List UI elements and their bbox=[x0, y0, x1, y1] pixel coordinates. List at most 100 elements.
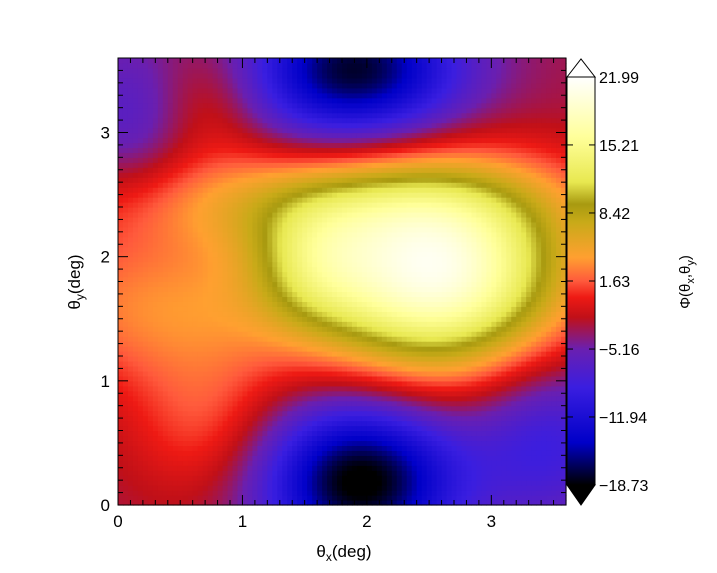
heatmap-cell bbox=[541, 475, 547, 481]
heatmap-cell bbox=[546, 385, 552, 392]
heatmap-cell bbox=[536, 261, 542, 268]
heatmap-cell bbox=[202, 390, 209, 397]
heatmap-cell bbox=[551, 480, 557, 486]
heatmap-cell bbox=[371, 311, 378, 317]
heatmap-cell bbox=[137, 450, 144, 456]
heatmap-cell bbox=[207, 380, 214, 387]
heatmap-cell bbox=[237, 390, 244, 397]
heatmap-cell bbox=[351, 385, 358, 392]
heatmap-cell bbox=[197, 301, 204, 307]
heatmap-cell bbox=[526, 475, 532, 481]
heatmap-cell bbox=[142, 430, 149, 437]
heatmap-cell bbox=[481, 231, 487, 238]
heatmap-cell bbox=[312, 226, 318, 233]
heatmap-cell bbox=[127, 470, 134, 476]
heatmap-cell bbox=[521, 236, 527, 243]
heatmap-cell bbox=[237, 256, 244, 263]
heatmap-cell bbox=[157, 405, 164, 412]
heatmap-cell bbox=[332, 306, 338, 312]
heatmap-cell bbox=[366, 410, 373, 417]
heatmap-cell bbox=[396, 375, 403, 382]
heatmap-cell bbox=[466, 450, 473, 456]
heatmap-cell bbox=[292, 266, 298, 273]
heatmap-cell bbox=[157, 331, 164, 337]
heatmap-cell bbox=[521, 470, 527, 476]
heatmap-cell bbox=[118, 331, 124, 337]
heatmap-cell bbox=[421, 490, 428, 496]
heatmap-cell bbox=[232, 256, 239, 263]
heatmap-cell bbox=[122, 356, 129, 362]
heatmap-cell bbox=[561, 400, 567, 407]
heatmap-cell bbox=[486, 360, 492, 367]
heatmap-cell bbox=[391, 306, 398, 312]
heatmap-cell bbox=[297, 395, 303, 402]
heatmap-cell bbox=[182, 495, 189, 501]
heatmap-cell bbox=[551, 430, 557, 437]
heatmap-cell bbox=[177, 341, 184, 347]
heatmap-cell bbox=[292, 251, 298, 258]
heatmap-cell bbox=[436, 261, 443, 268]
heatmap-cell bbox=[526, 455, 532, 461]
heatmap-cell bbox=[167, 351, 174, 357]
heatmap-cell bbox=[277, 425, 283, 432]
heatmap-cell bbox=[257, 331, 263, 337]
heatmap-cell bbox=[292, 370, 298, 377]
heatmap-cell bbox=[376, 261, 383, 268]
heatmap-cell bbox=[242, 281, 249, 288]
heatmap-cell bbox=[122, 306, 129, 312]
heatmap-cell bbox=[471, 490, 477, 496]
heatmap-cell bbox=[441, 271, 448, 278]
heatmap-cell bbox=[327, 256, 333, 263]
heatmap-cell bbox=[541, 400, 547, 407]
heatmap-cell bbox=[521, 435, 527, 442]
heatmap-cell bbox=[127, 435, 134, 442]
heatmap-cell bbox=[162, 351, 169, 357]
heatmap-cell bbox=[351, 296, 358, 302]
heatmap-cell bbox=[302, 440, 308, 446]
heatmap-cell bbox=[381, 296, 388, 302]
heatmap-cell bbox=[132, 231, 139, 238]
heatmap-cell bbox=[381, 351, 388, 357]
heatmap-cell bbox=[292, 395, 298, 402]
heatmap-cell bbox=[292, 435, 298, 442]
heatmap-cell bbox=[421, 266, 428, 273]
heatmap-cell bbox=[541, 266, 547, 273]
heatmap-cell bbox=[157, 435, 164, 442]
heatmap-cell bbox=[496, 395, 502, 402]
heatmap-cell bbox=[561, 360, 567, 367]
heatmap-cell bbox=[217, 341, 224, 347]
heatmap-cell bbox=[546, 450, 552, 456]
heatmap-cell bbox=[192, 365, 199, 372]
heatmap-cell bbox=[476, 331, 482, 337]
heatmap-cell bbox=[516, 425, 522, 432]
heatmap-cell bbox=[376, 455, 383, 461]
heatmap-cell bbox=[391, 256, 398, 263]
heatmap-cell bbox=[122, 395, 129, 402]
heatmap-cell bbox=[232, 460, 239, 466]
heatmap-cell bbox=[536, 435, 542, 442]
heatmap-cell bbox=[297, 241, 303, 248]
heatmap-cell bbox=[521, 231, 527, 238]
heatmap-cell bbox=[496, 430, 502, 437]
heatmap-cell bbox=[541, 306, 547, 312]
heatmap-cell bbox=[461, 276, 468, 283]
heatmap-cell bbox=[282, 425, 288, 432]
heatmap-cell bbox=[152, 465, 159, 471]
heatmap-cell bbox=[561, 311, 567, 317]
heatmap-cell bbox=[451, 380, 458, 387]
heatmap-cell bbox=[172, 430, 179, 437]
heatmap-cell bbox=[366, 415, 373, 422]
heatmap-cell bbox=[361, 380, 368, 387]
heatmap-cell bbox=[137, 286, 144, 293]
heatmap-cell bbox=[162, 470, 169, 476]
heatmap-cell bbox=[312, 346, 318, 352]
heatmap-cell bbox=[152, 420, 159, 427]
heatmap-cell bbox=[222, 395, 229, 402]
heatmap-cell bbox=[366, 336, 373, 342]
heatmap-cell bbox=[446, 311, 453, 317]
heatmap-cell bbox=[461, 450, 468, 456]
heatmap-cell bbox=[162, 226, 169, 233]
heatmap-cell bbox=[167, 311, 174, 317]
heatmap-cell bbox=[297, 490, 303, 496]
heatmap-cell bbox=[471, 380, 477, 387]
